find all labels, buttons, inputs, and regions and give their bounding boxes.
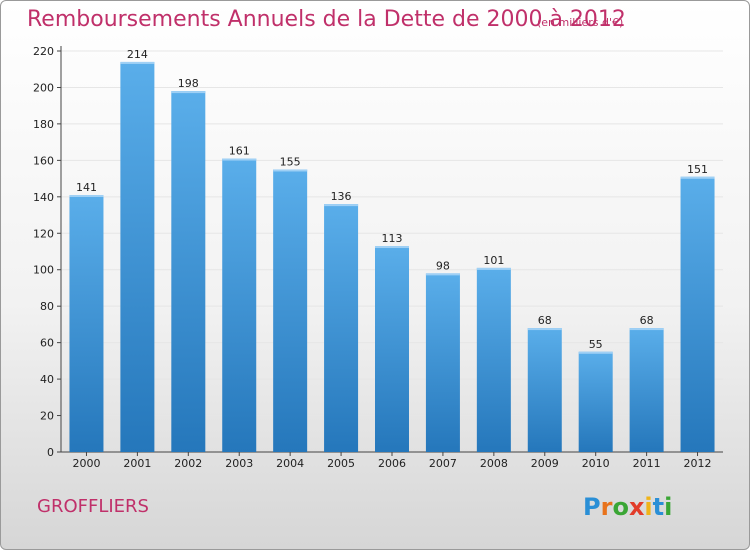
bar-highlight (222, 158, 257, 161)
bar-highlight (425, 273, 460, 276)
bar (476, 267, 511, 452)
data-label: 151 (687, 163, 708, 176)
data-label: 161 (229, 145, 250, 158)
bar (273, 169, 308, 452)
data-label: 113 (382, 232, 403, 245)
y-tick-label: 20 (40, 410, 54, 423)
x-tick-label: 2002 (174, 457, 202, 470)
bar (171, 91, 206, 452)
data-label: 155 (280, 155, 301, 168)
bar (629, 328, 664, 452)
x-tick-label: 2003 (225, 457, 253, 470)
data-label: 55 (589, 338, 603, 351)
x-tick-label: 2006 (378, 457, 406, 470)
x-tick-label: 2000 (72, 457, 100, 470)
bar (222, 158, 257, 453)
bar-highlight (120, 61, 155, 64)
x-tick-label: 2005 (327, 457, 355, 470)
bar-highlight (375, 246, 409, 249)
y-tick-label: 180 (33, 118, 54, 131)
x-tick-label: 2009 (531, 457, 559, 470)
logo-letter: i (664, 493, 673, 521)
logo-letter: o (612, 493, 629, 521)
bar (680, 176, 715, 452)
bar-highlight (476, 267, 511, 270)
x-tick-label: 2007 (429, 457, 457, 470)
bar (425, 273, 460, 452)
x-tick-label: 2011 (633, 457, 661, 470)
data-label: 101 (483, 254, 504, 267)
logo-letter: i (644, 493, 653, 521)
x-tick-label: 2001 (123, 457, 151, 470)
data-label: 136 (331, 190, 352, 203)
proxiti-logo: Proxiti (583, 493, 672, 521)
bar (578, 351, 613, 452)
x-tick-label: 2004 (276, 457, 304, 470)
y-tick-label: 160 (33, 154, 54, 167)
bar-highlight (629, 328, 664, 331)
bar-highlight (324, 204, 359, 207)
y-tick-label: 140 (33, 191, 54, 204)
y-tick-label: 0 (47, 446, 54, 459)
bar-highlight (680, 176, 715, 179)
bar-highlight (171, 91, 206, 94)
data-label: 198 (178, 77, 199, 90)
y-tick-label: 200 (33, 81, 54, 94)
bar-highlight (273, 169, 308, 172)
data-label: 214 (127, 48, 148, 61)
logo-letter: P (583, 493, 601, 521)
data-label: 68 (640, 314, 654, 327)
data-label: 141 (76, 181, 97, 194)
bar-highlight (527, 328, 562, 331)
bar-highlight (578, 351, 613, 354)
logo-letter: x (628, 493, 645, 521)
town-name: GROFFLIERS (37, 496, 149, 517)
bar (69, 194, 104, 452)
y-tick-label: 80 (40, 300, 54, 313)
y-tick-label: 60 (40, 337, 54, 350)
x-tick-label: 2008 (480, 457, 508, 470)
bar-highlight (69, 194, 104, 197)
x-tick-label: 2010 (582, 457, 610, 470)
bar (120, 61, 155, 452)
logo-letter: r (600, 493, 613, 521)
bar (375, 246, 409, 452)
data-label: 98 (436, 259, 450, 272)
x-tick-label: 2012 (684, 457, 712, 470)
bar (324, 204, 359, 452)
y-tick-label: 220 (33, 45, 54, 58)
chart-unit: (en milliers d'€) (537, 16, 624, 29)
chart-title: Remboursements Annuels de la Dette de 20… (27, 7, 626, 32)
y-tick-label: 100 (33, 264, 54, 277)
logo-letter: t (652, 493, 665, 521)
y-tick-label: 120 (33, 227, 54, 240)
y-tick-label: 40 (40, 373, 54, 386)
data-label: 68 (538, 314, 552, 327)
bar (527, 328, 562, 452)
